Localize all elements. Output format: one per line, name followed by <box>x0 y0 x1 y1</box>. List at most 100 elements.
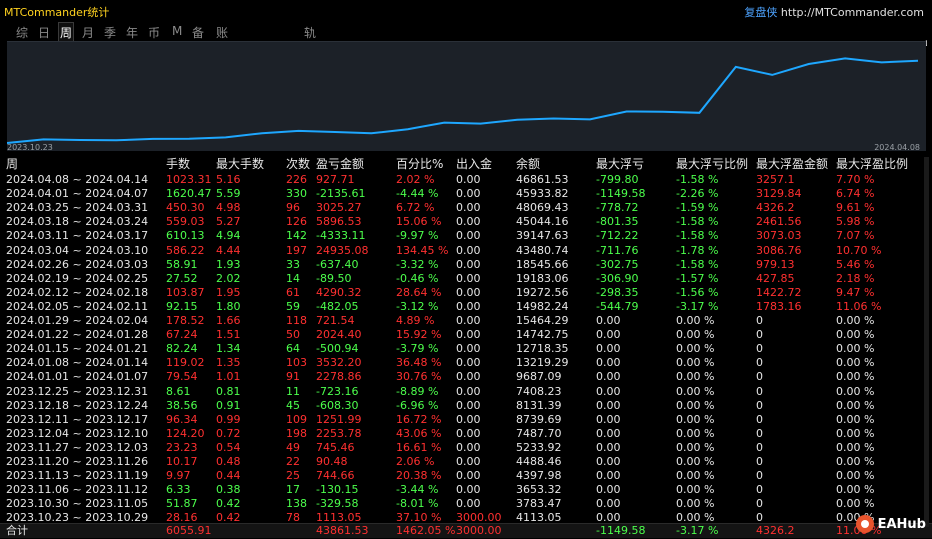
table-row[interactable]: 2024.02.19 ~ 2024.02.25 27.52 2.02 14 -89.50… <box>0 272 932 286</box>
cell-percent: 134.45 % <box>396 243 449 257</box>
header-trades[interactable]: 次数 <box>286 157 311 171</box>
cell-max-float-profit: 3073.03 <box>756 229 802 243</box>
cell-lots: 58.91 <box>166 257 198 271</box>
cell-max-float-loss-pct: 0.00 % <box>676 356 715 370</box>
table-row[interactable]: 2024.01.29 ~ 2024.02.04 178.52 1.66 118 721.… <box>0 314 932 328</box>
cell-lots: 92.15 <box>166 299 198 313</box>
cell-lots: 586.22 <box>166 243 205 257</box>
table-row[interactable]: 2024.03.18 ~ 2024.03.24 559.03 5.27 126 5896… <box>0 215 932 229</box>
cell-lots: 6.33 <box>166 483 191 497</box>
table-row[interactable]: 2024.01.08 ~ 2024.01.14 119.02 1.35 103 3532… <box>0 356 932 370</box>
header-balance[interactable]: 余额 <box>516 157 541 171</box>
table-row[interactable]: 2024.04.01 ~ 2024.04.07 1620.47 5.59 330 -21… <box>0 187 932 201</box>
cell-max-lots: 1.80 <box>216 299 241 313</box>
header-max-float-loss[interactable]: 最大浮亏 <box>596 157 645 171</box>
totals-row: 合计 6055.91 43861.53 1462.05 % 3000.00 -1149.5… <box>0 523 932 538</box>
table-row[interactable]: 2023.12.11 ~ 2023.12.17 96.34 0.99 109 1251.… <box>0 413 932 427</box>
cell-max-float-profit-pct: 10.70 % <box>836 243 882 257</box>
header-percent[interactable]: 百分比% <box>396 157 444 171</box>
cell-percent: -8.89 % <box>396 384 439 398</box>
table-row[interactable]: 2024.02.05 ~ 2024.02.11 92.15 1.80 59 -482.0… <box>0 300 932 314</box>
tab-note[interactable]: 备 <box>192 26 205 40</box>
cell-trades: 22 <box>286 455 300 468</box>
tab-month[interactable]: 月 <box>82 26 95 40</box>
table-row[interactable]: 2024.03.25 ~ 2024.03.31 450.30 4.98 96 3025.… <box>0 201 932 215</box>
cell-lots: 610.13 <box>166 229 205 243</box>
cell-balance: 19272.56 <box>516 285 569 299</box>
table-row[interactable]: 2024.04.08 ~ 2024.04.14 1023.31 5.16 226 927… <box>0 173 932 187</box>
header-week[interactable]: 周 <box>6 157 19 171</box>
cell-deposit: 0.00 <box>456 271 481 285</box>
cell-balance: 7487.70 <box>516 426 562 440</box>
header-profit[interactable]: 盈亏金额 <box>316 157 365 171</box>
cell-max-float-profit-pct: 0.00 % <box>836 426 875 440</box>
cell-percent: 37.10 % <box>396 511 442 525</box>
header-max-lots[interactable]: 最大手数 <box>216 157 265 171</box>
cell-max-float-loss-pct: -1.78 % <box>676 243 719 257</box>
table-row[interactable]: 2023.10.23 ~ 2023.10.29 28.16 0.42 78 1113.0… <box>0 511 932 525</box>
cell-deposit: 0.00 <box>456 384 481 398</box>
cell-deposit: 0.00 <box>456 201 481 215</box>
header-deposit[interactable]: 出入金 <box>456 157 493 171</box>
cell-trades: 118 <box>286 314 307 327</box>
cell-max-float-profit: 2461.56 <box>756 215 802 229</box>
table-row[interactable]: 2023.11.13 ~ 2023.11.19 9.97 0.44 25 744.66 2… <box>0 469 932 483</box>
table-row[interactable]: 2024.02.26 ~ 2024.03.03 58.91 1.93 33 -637.4… <box>0 258 932 272</box>
table-row[interactable]: 2023.12.04 ~ 2023.12.10 124.20 0.72 198 2253… <box>0 427 932 441</box>
cell-trades: 50 <box>286 328 300 342</box>
cell-week: 2023.12.11 ~ 2023.12.17 <box>6 412 149 426</box>
cell-week: 2023.12.25 ~ 2023.12.31 <box>6 384 149 398</box>
tab-year[interactable]: 年 <box>126 26 139 40</box>
cell-week: 2024.02.12 ~ 2024.02.18 <box>6 285 149 299</box>
cell-week: 2024.03.18 ~ 2024.03.24 <box>6 215 149 229</box>
table-row[interactable]: 2024.03.04 ~ 2024.03.10 586.22 4.44 197 2493… <box>0 244 932 258</box>
cell-balance: 5233.92 <box>516 440 562 454</box>
table-row[interactable]: 2024.01.22 ~ 2024.01.28 67.24 1.51 50 2024.4… <box>0 328 932 342</box>
header-max-float-loss-pct[interactable]: 最大浮亏比例 <box>676 157 749 171</box>
table-row[interactable]: 2023.10.30 ~ 2023.11.05 51.87 0.42 138 -329.… <box>0 497 932 511</box>
brand-link[interactable]: 复盘侠 http://MTCommander.com <box>744 4 924 20</box>
table-row[interactable]: 2024.02.12 ~ 2024.02.18 103.87 1.95 61 4290.… <box>0 286 932 300</box>
header-max-float-profit[interactable]: 最大浮盈金额 <box>756 157 829 171</box>
vertical-scrollbar[interactable] <box>922 157 931 527</box>
table-row[interactable]: 2023.11.27 ~ 2023.12.03 23.23 0.54 49 745.46… <box>0 441 932 455</box>
tab-quarter[interactable]: 季 <box>104 26 117 40</box>
table-row[interactable]: 2023.11.20 ~ 2023.11.26 10.17 0.48 22 90.48 2… <box>0 455 932 469</box>
table-row[interactable]: 2023.12.18 ~ 2023.12.24 38.56 0.91 45 -608.3… <box>0 399 932 413</box>
cell-max-lots: 1.95 <box>216 285 241 299</box>
cell-max-lots: 1.66 <box>216 314 241 327</box>
cell-week: 2024.04.08 ~ 2024.04.14 <box>6 173 149 186</box>
tab-week[interactable]: 周 <box>57 22 75 43</box>
tab-day[interactable]: 日 <box>38 26 51 40</box>
table-row[interactable]: 2024.01.01 ~ 2024.01.07 79.54 1.01 91 2278.8… <box>0 370 932 384</box>
cell-max-float-profit: 0 <box>756 328 763 342</box>
cell-trades: 14 <box>286 271 300 285</box>
cell-max-float-loss-pct: 0.00 % <box>676 328 715 342</box>
tab-symbol[interactable]: 币 <box>148 26 161 40</box>
header-lots[interactable]: 手数 <box>166 157 191 171</box>
cell-profit: -500.94 <box>316 342 359 356</box>
cell-profit: 24935.08 <box>316 243 369 257</box>
table-row[interactable]: 2024.03.11 ~ 2024.03.17 610.13 4.94 142 -433… <box>0 229 932 243</box>
cell-week: 2023.11.27 ~ 2023.12.03 <box>6 440 149 454</box>
cell-max-float-loss: 0.00 <box>596 511 621 525</box>
table-row[interactable]: 2023.12.25 ~ 2023.12.31 8.61 0.81 11 -723.16… <box>0 385 932 399</box>
cell-max-float-loss-pct: 0.00 % <box>676 455 715 468</box>
cell-max-float-loss: 0.00 <box>596 483 621 497</box>
cell-profit: 744.66 <box>316 469 355 483</box>
cell-percent: -3.12 % <box>396 299 439 313</box>
cell-deposit: 0.00 <box>456 187 481 201</box>
cell-max-float-profit-pct: 9.61 % <box>836 201 875 215</box>
cell-max-float-loss: 0.00 <box>596 469 621 483</box>
tab-magic[interactable]: M <box>172 24 183 38</box>
header-max-float-profit-pct[interactable]: 最大浮盈比例 <box>836 157 909 171</box>
tab-overall[interactable]: 综 <box>16 26 29 40</box>
table-row[interactable]: 2023.11.06 ~ 2023.11.12 6.33 0.38 17 -130.15… <box>0 483 932 497</box>
cell-profit: -723.16 <box>316 384 359 398</box>
brand-url[interactable]: http://MTCommander.com <box>780 6 924 19</box>
cell-week: 2024.03.04 ~ 2024.03.10 <box>6 243 149 257</box>
cell-max-lots: 2.02 <box>216 271 241 285</box>
cell-max-lots: 1.01 <box>216 370 241 384</box>
table-row[interactable]: 2024.01.15 ~ 2024.01.21 82.24 1.34 64 -500.9… <box>0 342 932 356</box>
cell-max-float-loss: 0.00 <box>596 497 621 511</box>
